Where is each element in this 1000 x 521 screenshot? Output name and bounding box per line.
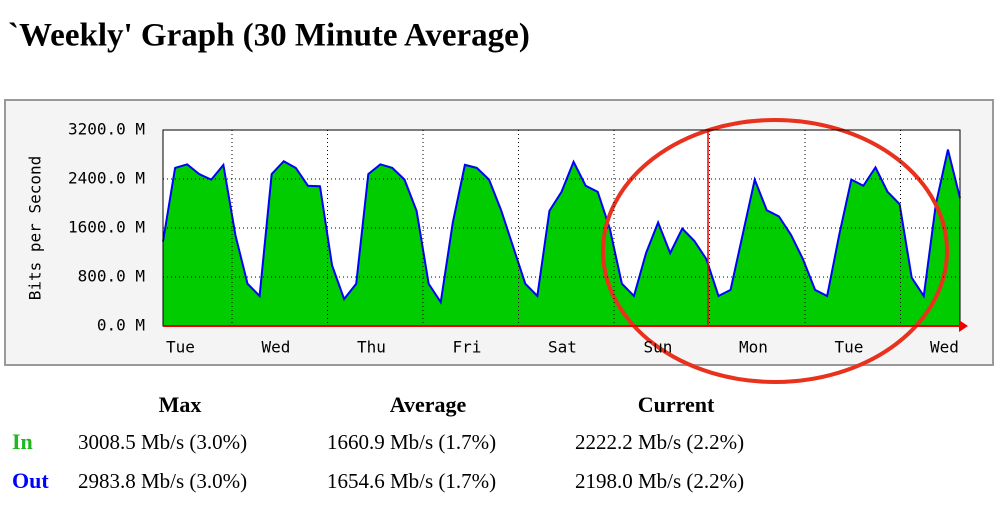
x-tick-label: Sun: [644, 338, 673, 357]
y-tick-label: 0.0 M: [97, 316, 145, 335]
stat-value: 1654.6 Mb/s (1.7%): [327, 469, 496, 493]
x-tick-label: Sat: [548, 338, 577, 357]
column-header: Average: [390, 392, 467, 417]
row-label: Out: [12, 468, 49, 493]
x-tick-label: Tue: [835, 338, 864, 357]
stat-value: 3008.5 Mb/s (3.0%): [78, 430, 247, 454]
stat-value: 2198.0 Mb/s (2.2%): [575, 469, 744, 493]
column-header: Max: [159, 392, 202, 417]
highlight-circle: [601, 118, 949, 384]
column-header: Current: [638, 392, 715, 417]
x-tick-label: Wed: [930, 338, 959, 357]
stat-value: 1660.9 Mb/s (1.7%): [327, 430, 496, 454]
stats-table: Max Average Current In 3008.5 Mb/s (3.0%) 166…: [12, 392, 744, 493]
x-tick-label: Tue: [166, 338, 195, 357]
arrow-head: [959, 320, 968, 332]
x-tick-label: Wed: [262, 338, 291, 357]
plot: [162, 148, 961, 326]
x-tick-label: Fri: [453, 338, 482, 357]
y-tick-label: 3200.0 M: [68, 120, 145, 139]
y-tick-label: 800.0 M: [78, 267, 145, 286]
y-tick-label: 2400.0 M: [68, 169, 145, 188]
area-in: [163, 148, 960, 326]
y-tick-label: 1600.0 M: [68, 218, 145, 237]
row-label: In: [12, 429, 33, 454]
line-out: [162, 149, 961, 305]
stat-value: 2222.2 Mb/s (2.2%): [575, 430, 744, 454]
y-axis-label: Bits per Second: [26, 156, 45, 301]
stat-value: 2983.8 Mb/s (3.0%): [78, 469, 247, 493]
x-tick-label: Mon: [739, 338, 768, 357]
x-tick-label: Thu: [357, 338, 386, 357]
chart-title: `Weekly' Graph (30 Minute Average): [8, 18, 530, 54]
